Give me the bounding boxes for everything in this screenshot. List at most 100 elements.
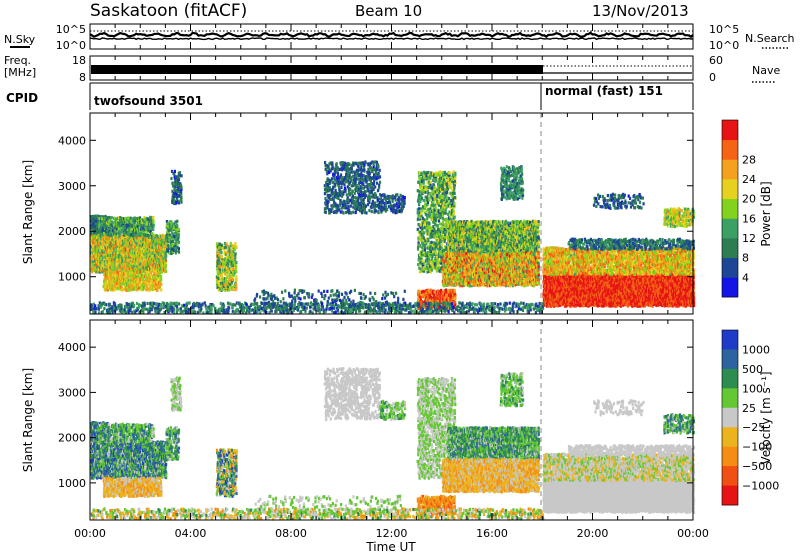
power-cell	[116, 247, 119, 252]
power-cell	[114, 225, 117, 229]
power-cell	[328, 186, 331, 190]
beam-title: Beam 10	[355, 2, 422, 20]
power-cell	[102, 217, 105, 222]
power-cell	[123, 261, 126, 265]
power-cell	[157, 248, 161, 252]
power-cell	[418, 270, 421, 274]
power-cell	[439, 170, 442, 174]
power-cell	[364, 190, 367, 194]
power-cell	[111, 229, 114, 233]
power-cell	[120, 246, 123, 250]
power-cell	[114, 236, 117, 240]
power-cell	[171, 181, 174, 185]
power-cell	[164, 263, 167, 267]
power-cell	[349, 204, 352, 208]
power-cell	[160, 278, 163, 282]
power-cell	[91, 270, 94, 274]
power-cell	[101, 229, 104, 233]
power-cell	[133, 264, 137, 268]
power-cell	[100, 237, 103, 241]
power-cell	[128, 245, 131, 249]
power-cell	[91, 265, 94, 269]
station-title: Saskatoon (fitACF)	[90, 1, 247, 21]
power-cell	[91, 260, 94, 264]
power-cell	[373, 160, 376, 164]
nsky-line-secondary	[89, 37, 694, 41]
power-cell	[228, 288, 231, 292]
power-cell	[396, 193, 399, 197]
power-cell	[93, 262, 96, 266]
power-cell	[108, 245, 111, 249]
freq-label-1: Freq.	[4, 54, 31, 67]
power-cell	[335, 196, 338, 200]
power-cell	[107, 223, 111, 227]
power-cell	[139, 265, 142, 269]
power-cell	[158, 266, 161, 271]
power-cell	[96, 247, 99, 252]
power-cell	[343, 200, 346, 204]
freq-tick-top: 18	[72, 54, 86, 67]
power-cell	[454, 171, 457, 175]
nsky-tick-bottom: 10^0	[56, 39, 86, 52]
power-cell	[368, 209, 371, 213]
power-cell	[129, 263, 132, 267]
power-cell	[422, 181, 425, 185]
power-cell	[93, 230, 96, 234]
power-cell	[133, 221, 136, 225]
power-cell	[425, 242, 428, 246]
power-cell	[149, 259, 152, 264]
power-cell	[235, 283, 238, 287]
date-title: 13/Nov/2013	[592, 2, 689, 20]
power-cell	[101, 248, 104, 252]
power-cell	[370, 206, 373, 210]
power-cell	[363, 168, 366, 172]
power-heatmap	[90, 160, 696, 315]
power-cell	[91, 263, 94, 267]
power-cell	[148, 235, 151, 239]
power-cell	[353, 200, 356, 204]
power-cell	[234, 255, 237, 259]
power-cell	[386, 208, 389, 212]
power-cell	[107, 251, 110, 255]
power-cell	[124, 223, 127, 227]
power-cell	[115, 232, 118, 236]
power-cell	[125, 242, 128, 246]
power-cell	[99, 234, 102, 238]
power-cell	[136, 236, 139, 240]
power-cell	[130, 267, 133, 271]
power-cell	[235, 261, 238, 265]
power-cell	[179, 183, 183, 187]
power-cell	[161, 257, 164, 261]
power-cell	[177, 236, 180, 240]
power-cell	[164, 239, 168, 243]
power-cell	[364, 204, 368, 208]
power-cell	[133, 225, 136, 229]
power-cell	[99, 267, 102, 271]
power-cell	[454, 195, 457, 200]
power-cell	[427, 185, 430, 189]
power-cell	[235, 264, 238, 268]
power-cell	[378, 175, 382, 179]
power-cell	[139, 237, 142, 241]
power-cell	[122, 252, 125, 257]
power-cell	[424, 190, 427, 194]
power-cell	[344, 203, 347, 207]
power-cell	[90, 239, 93, 243]
power-cell	[134, 247, 137, 251]
power-cell	[103, 249, 106, 253]
power-cell	[235, 286, 238, 290]
power-cell	[136, 264, 139, 268]
power-cell	[160, 275, 163, 279]
power-cell	[93, 265, 96, 269]
power-cell	[355, 174, 358, 178]
power-cell	[128, 220, 131, 225]
power-cell	[129, 227, 132, 231]
power-cell	[444, 208, 447, 212]
power-cell	[220, 251, 223, 255]
power-cell	[130, 219, 133, 223]
power-cell	[93, 218, 96, 222]
power-cell	[102, 226, 105, 230]
power-cell	[111, 220, 114, 224]
power-cell	[131, 243, 134, 247]
